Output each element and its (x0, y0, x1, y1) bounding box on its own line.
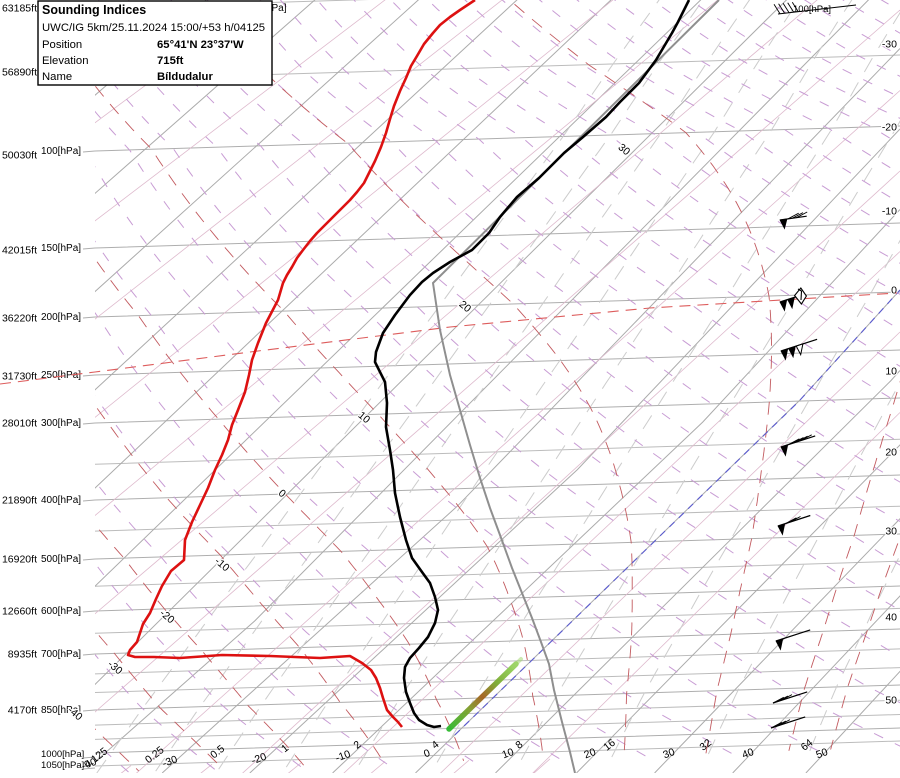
svg-text:42015ft: 42015ft (2, 245, 37, 257)
svg-text:36220ft: 36220ft (2, 313, 37, 325)
svg-text:4170ft: 4170ft (8, 705, 37, 717)
svg-text:31730ft: 31730ft (2, 371, 37, 383)
svg-text:1050[hPa]: 1050[hPa] (41, 760, 84, 771)
svg-text:100[hPa]: 100[hPa] (793, 4, 831, 15)
svg-text:250[hPa]: 250[hPa] (41, 370, 81, 381)
svg-text:28010ft: 28010ft (2, 418, 37, 430)
svg-text:56890ft: 56890ft (2, 67, 37, 79)
svg-text:20: 20 (885, 447, 897, 459)
svg-text:10: 10 (885, 366, 897, 378)
svg-text:1000[hPa]: 1000[hPa] (41, 749, 84, 760)
svg-text:-40: -40 (80, 756, 99, 773)
svg-text:-20: -20 (882, 122, 897, 134)
svg-text:500[hPa]: 500[hPa] (41, 554, 81, 565)
svg-text:8935ft: 8935ft (8, 649, 37, 661)
svg-text:21890ft: 21890ft (2, 495, 37, 507)
svg-text:65°41'N 23°37'W: 65°41'N 23°37'W (157, 39, 244, 51)
svg-text:600[hPa]: 600[hPa] (41, 606, 81, 617)
svg-text:-30: -30 (161, 753, 180, 770)
svg-text:50030ft: 50030ft (2, 150, 37, 162)
svg-text:100[hPa]: 100[hPa] (41, 146, 81, 157)
svg-text:700[hPa]: 700[hPa] (41, 649, 81, 660)
svg-text:-30: -30 (882, 39, 897, 51)
svg-text:-10: -10 (334, 748, 353, 765)
svg-text:Position: Position (42, 39, 82, 51)
svg-text:30: 30 (885, 526, 897, 538)
svg-text:Bíldudalur: Bíldudalur (157, 71, 213, 83)
svg-text:-20: -20 (250, 751, 269, 768)
svg-text:10: 10 (500, 746, 515, 761)
svg-text:40: 40 (885, 612, 897, 624)
svg-text:50: 50 (814, 746, 829, 761)
svg-text:20: 20 (582, 746, 597, 761)
svg-text:Name: Name (42, 71, 72, 83)
svg-text:40: 40 (740, 746, 755, 761)
svg-text:UWC/IG 5km/25.11.2024 15:00/+5: UWC/IG 5km/25.11.2024 15:00/+53 h/04125 (42, 22, 265, 34)
svg-text:200[hPa]: 200[hPa] (41, 312, 81, 323)
svg-text:0: 0 (422, 747, 432, 760)
svg-text:300[hPa]: 300[hPa] (41, 418, 81, 429)
svg-text:Sounding Indices: Sounding Indices (42, 3, 146, 17)
svg-text:-10: -10 (882, 206, 897, 218)
svg-text:30: 30 (661, 746, 676, 761)
svg-text:850[hPa]: 850[hPa] (41, 705, 81, 716)
svg-text:0: 0 (891, 285, 897, 297)
svg-text:400[hPa]: 400[hPa] (41, 495, 81, 506)
svg-text:12660ft: 12660ft (2, 606, 37, 618)
svg-text:715ft: 715ft (157, 55, 184, 67)
svg-text:16920ft: 16920ft (2, 554, 37, 566)
svg-text:50: 50 (885, 695, 897, 707)
svg-text:Elevation: Elevation (42, 55, 88, 67)
svg-text:63185ft: 63185ft (2, 3, 37, 15)
svg-text:150[hPa]: 150[hPa] (41, 243, 81, 254)
